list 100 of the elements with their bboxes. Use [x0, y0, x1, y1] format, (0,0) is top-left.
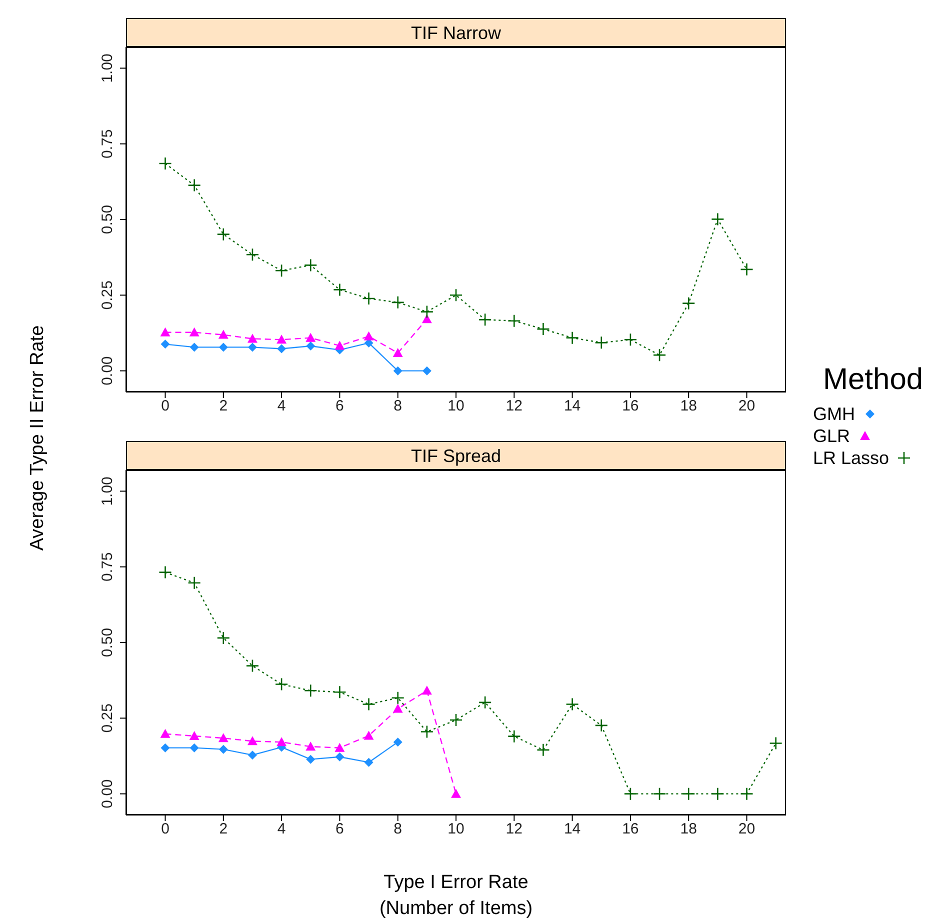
point: [682, 296, 696, 310]
point: [624, 332, 638, 346]
point: [594, 336, 608, 350]
point: [276, 737, 287, 746]
point: [160, 327, 170, 336]
point: [247, 736, 258, 746]
x-tick-label: 20: [738, 398, 756, 415]
point: [158, 566, 172, 579]
y-tick-label: 0.50: [99, 204, 116, 234]
point: [218, 330, 228, 339]
point: [740, 262, 754, 276]
point: [364, 331, 374, 340]
point: [190, 342, 199, 352]
point: [449, 713, 463, 727]
point: [624, 787, 638, 800]
x-tick-label: 14: [564, 398, 581, 415]
x-tick-label: 8: [394, 820, 402, 838]
point: [335, 752, 344, 762]
point: [652, 348, 666, 362]
point: [422, 366, 432, 376]
point: [246, 659, 260, 672]
legend-label: LR Lasso: [813, 448, 890, 468]
point: [711, 787, 724, 800]
x-tick-label: 6: [336, 820, 344, 838]
x-tick-label: 0: [161, 398, 170, 415]
point: [274, 264, 288, 278]
point: [160, 340, 170, 349]
x-tick-label: 2: [219, 398, 228, 415]
point: [420, 305, 434, 318]
point: [536, 322, 550, 336]
point: [566, 331, 579, 344]
legend-title: Method: [823, 363, 924, 397]
legend-label: GLR: [813, 426, 850, 446]
x-tick-label: 12: [506, 820, 522, 838]
point: [160, 728, 170, 738]
y-tick-label: 0.75: [99, 129, 116, 158]
point: [391, 691, 404, 705]
point: [333, 685, 346, 699]
point: [451, 788, 461, 798]
point: [306, 754, 316, 764]
point: [188, 576, 201, 590]
point: [189, 731, 200, 740]
point: [276, 334, 287, 344]
x-axis-title: Type I Error Rate (Number of Items): [378, 871, 534, 921]
x-tick-label: 6: [336, 398, 344, 415]
point: [246, 248, 260, 262]
point: [334, 340, 345, 350]
x-tick-label: 20: [738, 820, 756, 838]
point: [478, 696, 492, 710]
point: [422, 686, 432, 695]
y-tick-label: 1.00: [99, 476, 116, 506]
point: [566, 698, 579, 711]
x-tick-label: 16: [622, 820, 639, 838]
point: [306, 332, 316, 342]
point: [393, 738, 402, 747]
point: [508, 730, 521, 743]
x-tick-label: 4: [277, 398, 286, 415]
point: [248, 750, 257, 760]
point: [478, 313, 492, 326]
point: [304, 684, 318, 698]
chart-title: TIF Spread: [126, 441, 786, 470]
x-tick-label: 16: [622, 398, 639, 415]
point: [306, 742, 316, 751]
x-tick-label: 18: [680, 398, 697, 415]
point: [392, 348, 403, 357]
y-axis-title: Average Type II Error Rate: [27, 325, 49, 551]
point: [362, 292, 376, 306]
point: [189, 327, 200, 336]
point: [248, 342, 257, 352]
point: [218, 342, 228, 352]
x-tick-label: 2: [219, 820, 228, 838]
point: [277, 344, 286, 354]
point: [711, 212, 724, 226]
x-tick-label: 4: [277, 820, 286, 838]
point: [190, 743, 199, 752]
y-tick-label: 0.00: [99, 779, 116, 808]
point: [362, 698, 376, 711]
point: [392, 704, 403, 713]
y-tick-label: 0.25: [99, 704, 116, 733]
point: [216, 631, 230, 645]
x-tick-label: 14: [564, 820, 581, 838]
point: [769, 736, 782, 750]
x-tick-label: 18: [680, 820, 697, 838]
point: [216, 228, 230, 241]
y-tick-label: 1.00: [99, 54, 116, 83]
point: [391, 296, 404, 310]
x-tick-label: 0: [161, 820, 170, 838]
chart-title: TIF Narrow: [126, 18, 786, 47]
x-tick-label: 10: [448, 398, 464, 415]
point: [422, 314, 432, 324]
point: [364, 758, 374, 767]
point: [364, 730, 374, 740]
point: [652, 787, 666, 800]
point: [508, 314, 521, 328]
x-tick-label: 10: [448, 820, 464, 838]
point: [682, 787, 696, 800]
point: [449, 288, 463, 302]
point: [218, 733, 228, 742]
point: [594, 718, 608, 732]
y-tick-label: 0.50: [99, 628, 116, 658]
